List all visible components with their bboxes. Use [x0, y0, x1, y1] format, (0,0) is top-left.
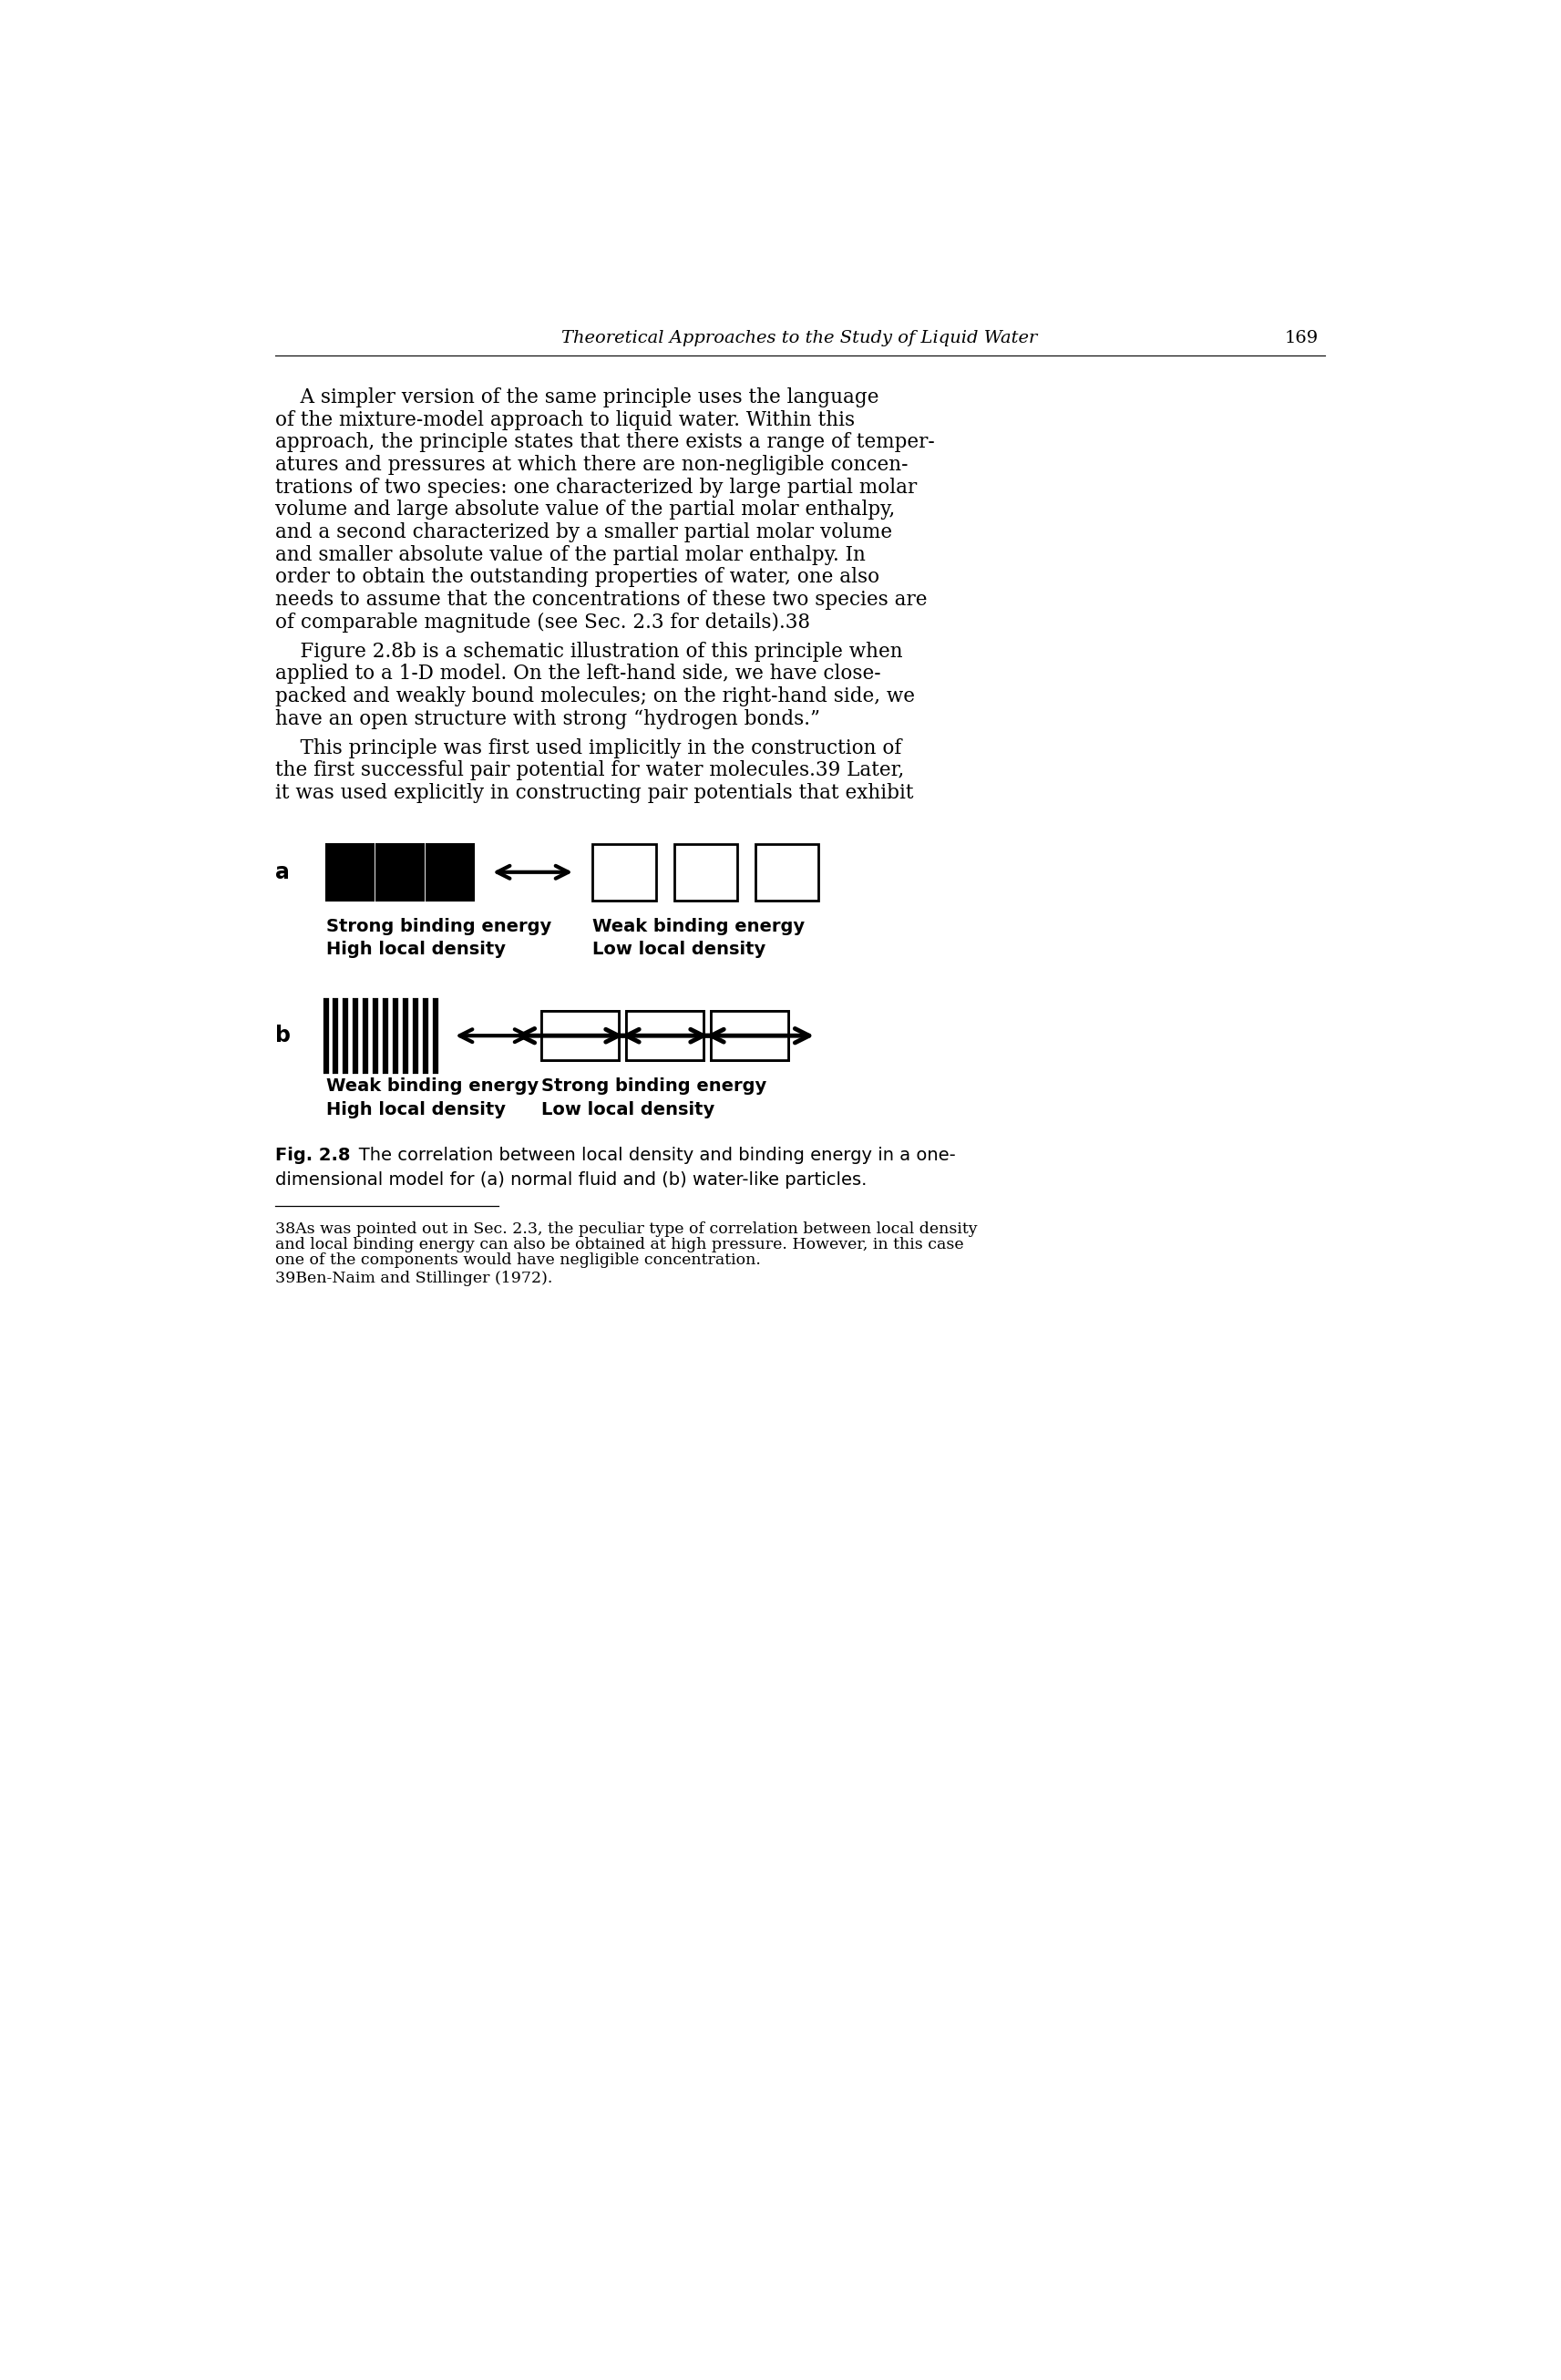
Text: A simpler version of the same principle uses the language: A simpler version of the same principle …: [275, 388, 879, 407]
Bar: [542, 1012, 618, 1059]
Text: 39Ben-Naim and Stillinger (1972).: 39Ben-Naim and Stillinger (1972).: [275, 1271, 553, 1285]
Bar: [756, 845, 818, 900]
Text: trations of two species: one characterized by large partial molar: trations of two species: one characteriz…: [275, 478, 916, 497]
Text: of the mixture-model approach to liquid water. Within this: of the mixture-model approach to liquid …: [275, 409, 854, 431]
Text: and local binding energy can also be obtained at high pressure. However, in this: and local binding energy can also be obt…: [275, 1238, 963, 1252]
Text: of comparable magnitude (see Sec. 2.3 for details).38: of comparable magnitude (see Sec. 2.3 fo…: [275, 612, 810, 633]
Text: packed and weakly bound molecules; on the right-hand side, we: packed and weakly bound molecules; on th…: [275, 685, 915, 707]
Text: Low local density: Low local density: [593, 940, 766, 959]
Text: the first successful pair potential for water molecules.39 Later,: the first successful pair potential for …: [275, 762, 904, 781]
Text: have an open structure with strong “hydrogen bonds.”: have an open structure with strong “hydr…: [275, 709, 820, 728]
Text: This principle was first used implicitly in the construction of: This principle was first used implicitly…: [275, 738, 901, 759]
Text: atures and pressures at which there are non-negligible concen-: atures and pressures at which there are …: [275, 455, 909, 476]
Bar: [593, 845, 656, 900]
Bar: [426, 845, 475, 900]
Text: dimensional model for (a) normal fluid and (b) water-like particles.: dimensional model for (a) normal fluid a…: [275, 1171, 866, 1188]
Text: Low local density: Low local density: [542, 1102, 715, 1119]
Text: Theoretical Approaches to the Study of Liquid Water: Theoretical Approaches to the Study of L…: [562, 331, 1038, 347]
Bar: [542, 1012, 618, 1059]
Text: Strong binding energy: Strong binding energy: [326, 919, 551, 935]
Text: order to obtain the outstanding properties of water, one also: order to obtain the outstanding properti…: [275, 566, 879, 588]
Text: High local density: High local density: [326, 1102, 506, 1119]
Text: it was used explicitly in constructing pair potentials that exhibit: it was used explicitly in constructing p…: [275, 783, 913, 802]
Text: The correlation between local density and binding energy in a one-: The correlation between local density an…: [342, 1147, 955, 1164]
Text: and smaller absolute value of the partial molar enthalpy. In: and smaller absolute value of the partia…: [275, 545, 865, 564]
Text: and a second characterized by a smaller partial molar volume: and a second characterized by a smaller …: [275, 521, 891, 543]
Bar: [626, 1012, 704, 1059]
Text: one of the components would have negligible concentration.: one of the components would have negligi…: [275, 1252, 760, 1269]
Text: Weak binding energy: Weak binding energy: [326, 1078, 539, 1095]
Bar: [674, 845, 737, 900]
Text: Figure 2.8b is a schematic illustration of this principle when: Figure 2.8b is a schematic illustration …: [275, 640, 902, 662]
Text: 169: 169: [1285, 331, 1317, 347]
Text: Fig. 2.8: Fig. 2.8: [275, 1147, 350, 1164]
Bar: [626, 1012, 704, 1059]
Text: a: a: [275, 862, 289, 883]
Bar: [710, 1012, 788, 1059]
Bar: [326, 845, 373, 900]
Text: applied to a 1-D model. On the left-hand side, we have close-: applied to a 1-D model. On the left-hand…: [275, 664, 880, 683]
Text: Strong binding energy: Strong binding energy: [542, 1078, 766, 1095]
Text: approach, the principle states that there exists a range of temper-: approach, the principle states that ther…: [275, 433, 935, 452]
Bar: [710, 1012, 788, 1059]
Text: needs to assume that the concentrations of these two species are: needs to assume that the concentrations …: [275, 590, 927, 609]
Bar: [376, 845, 425, 900]
Text: 38As was pointed out in Sec. 2.3, the peculiar type of correlation between local: 38As was pointed out in Sec. 2.3, the pe…: [275, 1221, 977, 1238]
Text: Weak binding energy: Weak binding energy: [593, 919, 805, 935]
Text: volume and large absolute value of the partial molar enthalpy,: volume and large absolute value of the p…: [275, 500, 894, 519]
Text: b: b: [275, 1026, 290, 1047]
Text: High local density: High local density: [326, 940, 506, 959]
